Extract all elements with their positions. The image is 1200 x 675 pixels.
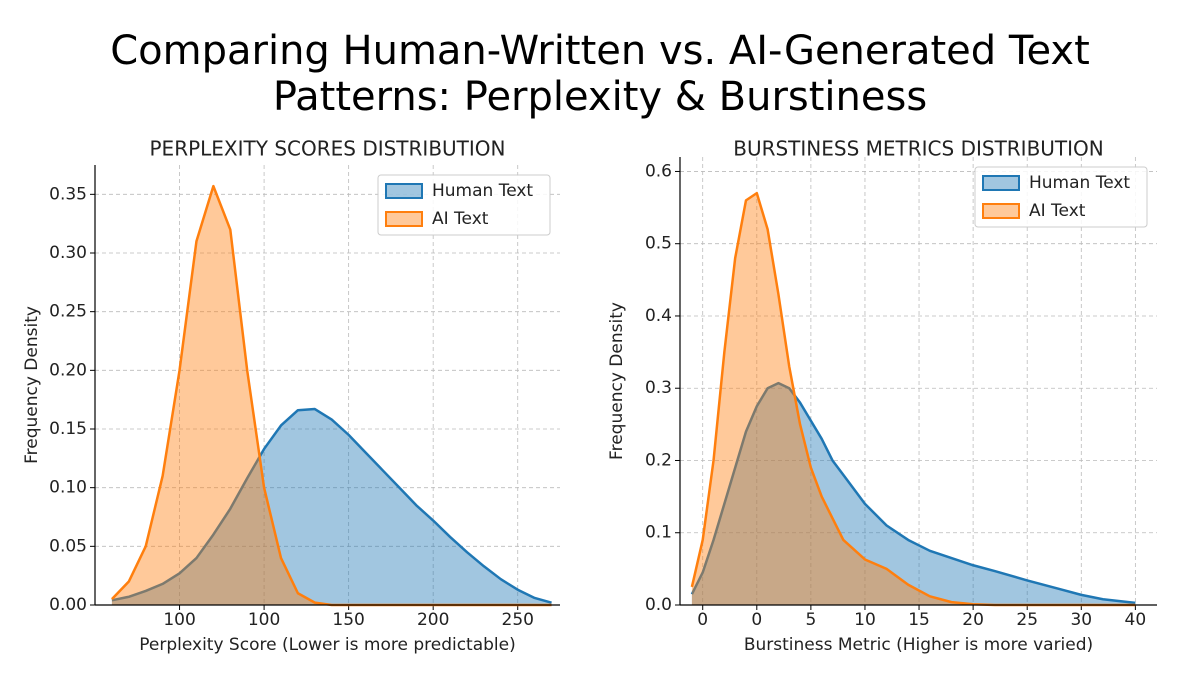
y-tick-label: 0.6 bbox=[645, 161, 672, 181]
x-tick-label: 30 bbox=[1070, 610, 1092, 630]
y-tick-label: 0.20 bbox=[49, 360, 87, 380]
x-tick-label: 10 bbox=[854, 610, 876, 630]
x-tick-label: 250 bbox=[502, 610, 534, 630]
x-tick-label: 150 bbox=[332, 610, 364, 630]
x-tick-label: 20 bbox=[962, 610, 984, 630]
y-tick-label: 0.05 bbox=[49, 536, 87, 556]
legend-label: Human Text bbox=[432, 181, 533, 201]
y-tick-label: 0.2 bbox=[645, 450, 672, 470]
area-fill bbox=[691, 193, 1136, 605]
x-tick-label: 15 bbox=[908, 610, 930, 630]
legend-swatch bbox=[385, 211, 423, 227]
x-tick-label: 25 bbox=[1016, 610, 1038, 630]
x-tick-label: 100 bbox=[163, 610, 195, 630]
y-axis-label: Frequency Density bbox=[607, 302, 627, 460]
subplot-title: BURSTINESS METRICS DISTRIBUTION bbox=[733, 137, 1104, 161]
x-axis-label: Burstiness Metric (Higher is more varied… bbox=[744, 635, 1093, 655]
y-tick-label: 0.30 bbox=[49, 243, 87, 263]
y-tick-label: 0.25 bbox=[49, 302, 87, 322]
area-fill bbox=[111, 186, 552, 605]
page-title: Comparing Human-Written vs. AI-Generated… bbox=[110, 28, 1090, 120]
y-tick-label: 0.35 bbox=[49, 184, 87, 204]
legend-swatch bbox=[385, 183, 423, 199]
y-tick-label: 0.1 bbox=[645, 523, 672, 543]
series-line bbox=[690, 381, 1136, 605]
legend-swatch bbox=[982, 203, 1020, 219]
y-tick-label: 0.4 bbox=[645, 306, 672, 326]
legend-label: AI Text bbox=[1029, 201, 1086, 221]
y-tick-label: 0.0 bbox=[645, 595, 672, 615]
subplot-title: PERPLEXITY SCORES DISTRIBUTION bbox=[150, 137, 506, 161]
x-tick-label: 40 bbox=[1125, 610, 1147, 630]
y-tick-label: 0.15 bbox=[49, 419, 87, 439]
x-tick-label: 5 bbox=[805, 610, 816, 630]
x-tick-label: 0 bbox=[751, 610, 762, 630]
x-tick-label: 200 bbox=[417, 610, 449, 630]
y-tick-label: 0.3 bbox=[645, 378, 672, 398]
legend-label: Human Text bbox=[1029, 173, 1130, 193]
x-tick-label: 0 bbox=[697, 610, 708, 630]
area-fill bbox=[111, 409, 552, 605]
x-tick-label: 100 bbox=[248, 610, 280, 630]
y-tick-label: 0.10 bbox=[49, 478, 87, 498]
x-axis-label: Perplexity Score (Lower is more predicta… bbox=[139, 635, 516, 655]
y-axis-label: Frequency Density bbox=[22, 306, 42, 464]
series-line bbox=[111, 407, 552, 604]
legend-label: AI Text bbox=[432, 209, 489, 229]
y-tick-label: 0.5 bbox=[645, 234, 672, 254]
y-tick-label: 0.00 bbox=[49, 595, 87, 615]
legend-swatch bbox=[982, 175, 1020, 191]
